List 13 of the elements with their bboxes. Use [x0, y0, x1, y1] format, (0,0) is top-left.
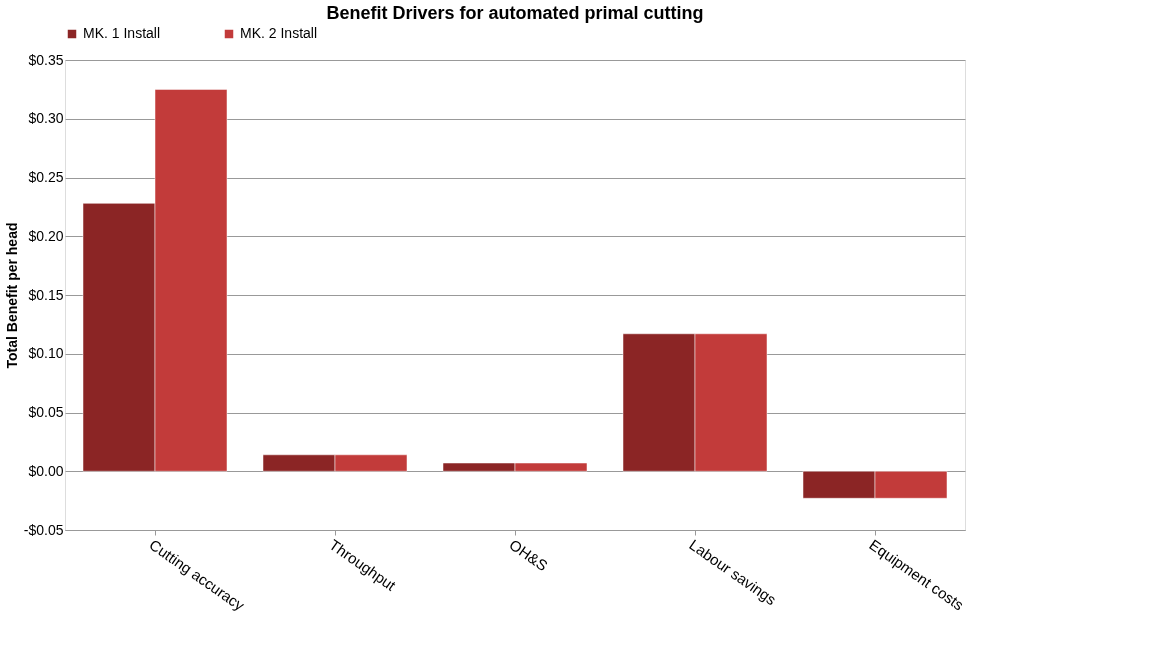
- y-tick-label: $0.35: [28, 51, 64, 68]
- y-tick-label: $0.00: [28, 462, 64, 479]
- y-tick-label: $0.30: [28, 110, 64, 127]
- legend-label: MK. 2 Install: [240, 25, 318, 41]
- y-tick-label: $0.25: [28, 169, 64, 185]
- chart-title: Benefit Drivers for automated primal cutting: [326, 3, 704, 23]
- legend-label: MK. 1 Install: [83, 25, 161, 41]
- y-axis-title: Total Benefit per head: [3, 222, 20, 369]
- y-tick-label: $0.15: [28, 286, 64, 303]
- y-tick-label: -$0.05: [23, 521, 64, 538]
- y-tick-label: $0.10: [28, 345, 64, 362]
- y-tick-label: $0.20: [28, 227, 64, 244]
- y-tick-label: $0.05: [28, 404, 64, 420]
